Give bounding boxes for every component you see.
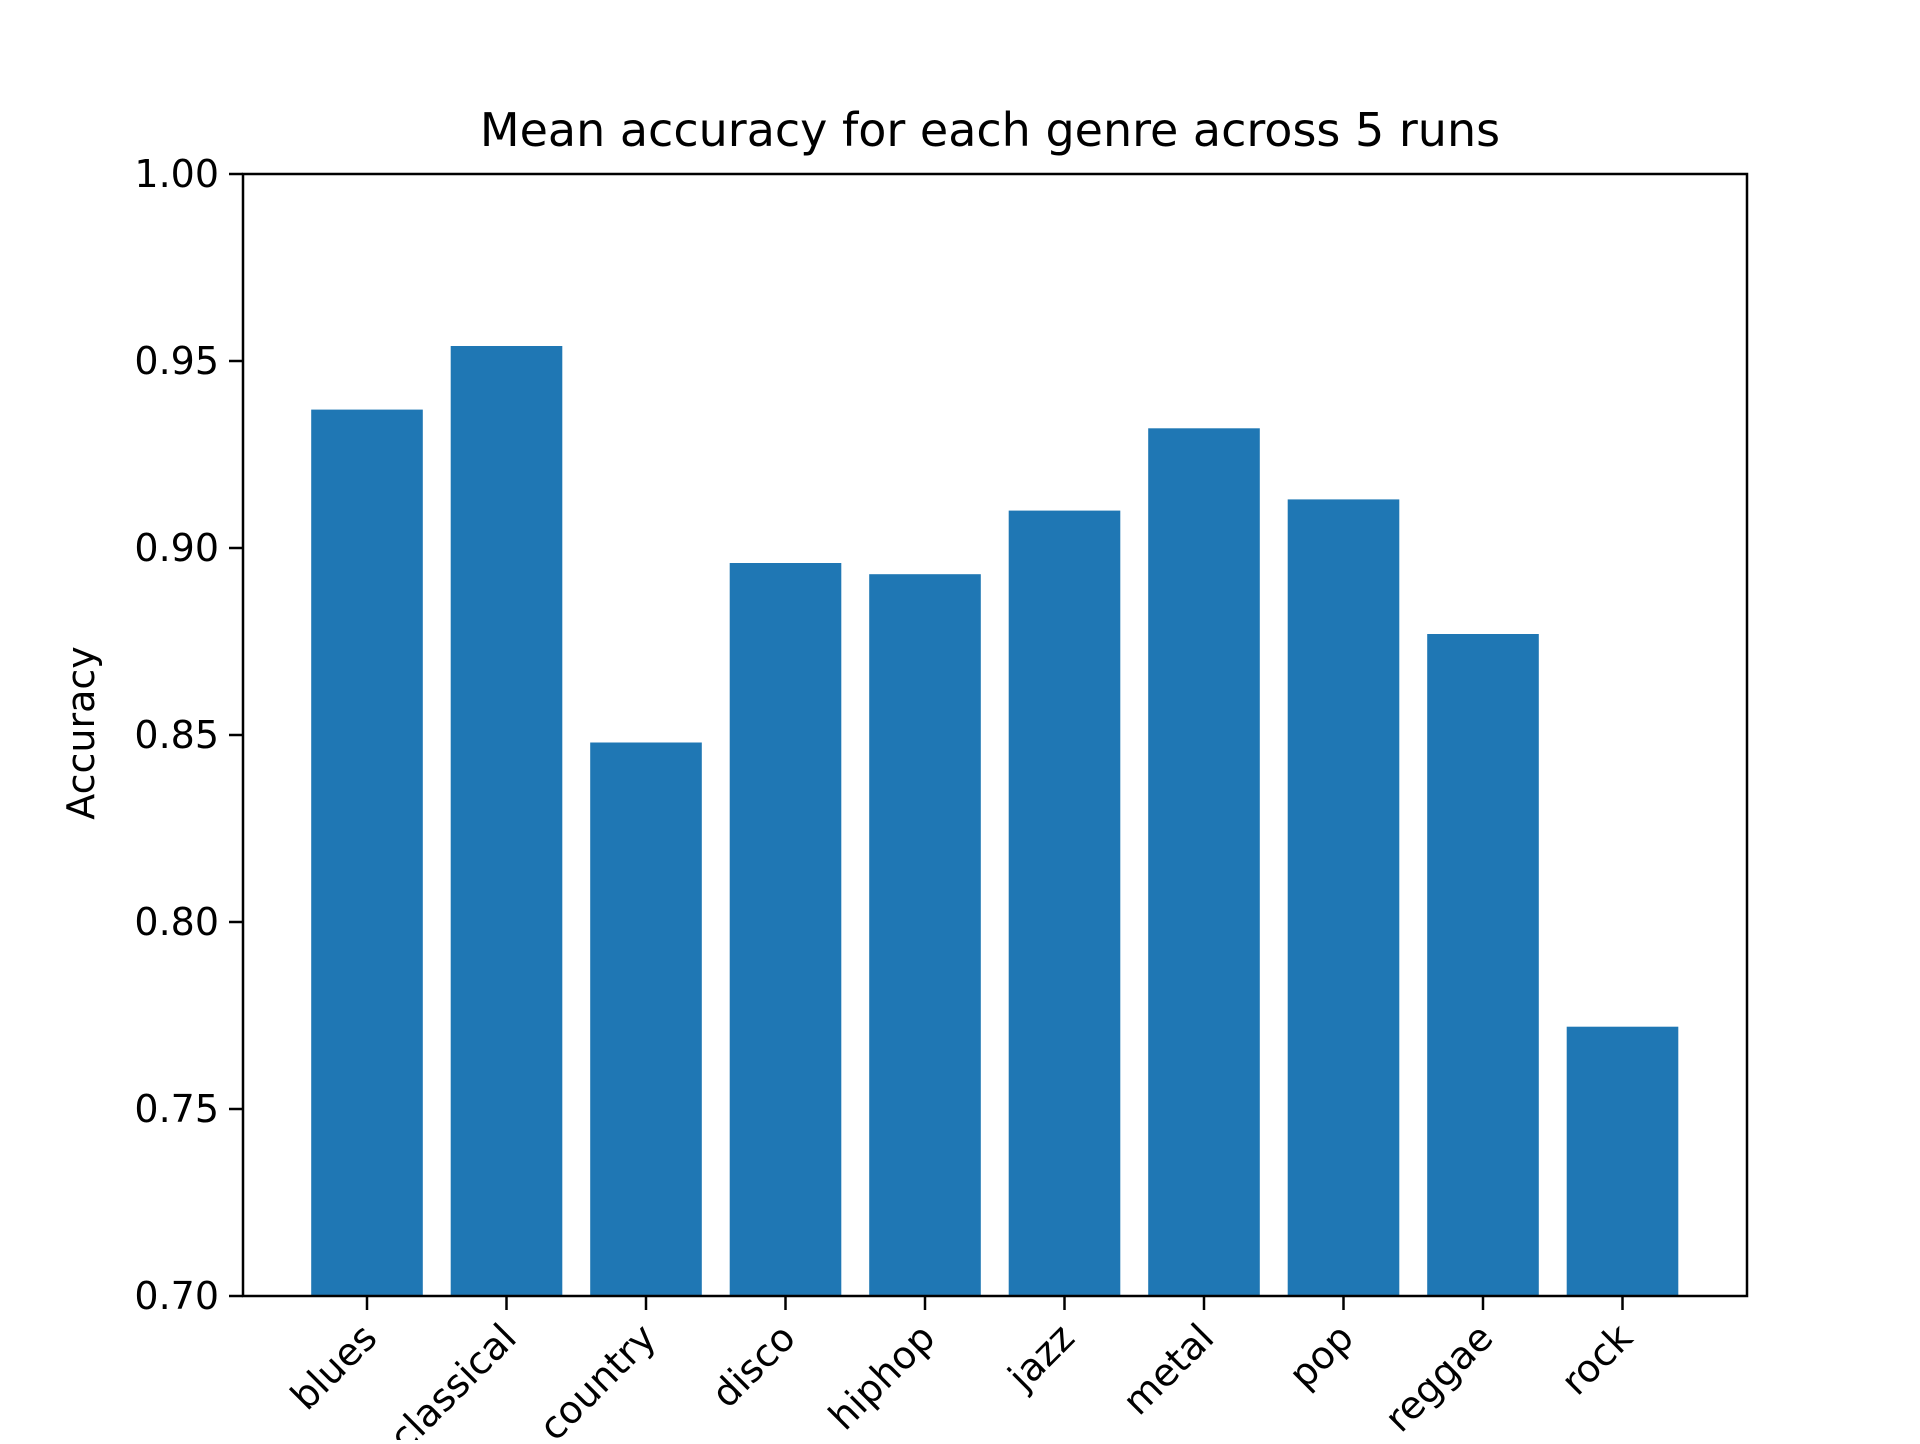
- bar-blues: [311, 409, 423, 1297]
- plot-area-frame: [241, 172, 1749, 1298]
- bar-rock: [1566, 1026, 1679, 1296]
- y-tick-label: 1.00: [134, 152, 219, 196]
- y-axis-ticks: 0.70 0.75 0.80 0.85 0.90 0.95 1.00: [134, 152, 243, 1318]
- bar-metal: [1148, 428, 1260, 1296]
- y-tick-label: 0.85: [134, 713, 219, 757]
- y-tick-label: 0.75: [134, 1087, 219, 1131]
- bars-group: [311, 346, 1679, 1297]
- y-tick-label: 0.90: [134, 526, 219, 570]
- bar-disco: [729, 563, 842, 1296]
- chart-title: Mean accuracy for each genre across 5 ru…: [480, 103, 1500, 157]
- bar-hiphop: [869, 574, 981, 1296]
- y-tick-label: 0.95: [134, 339, 219, 383]
- y-tick-label: 0.70: [134, 1274, 219, 1318]
- bar-reggae: [1427, 634, 1539, 1296]
- bar-jazz: [1008, 510, 1121, 1297]
- y-axis-label: Accuracy: [59, 646, 103, 820]
- bar-pop: [1287, 499, 1400, 1296]
- bar-country: [590, 742, 702, 1296]
- bar-classical: [450, 346, 563, 1296]
- y-tick-label: 0.80: [134, 900, 219, 944]
